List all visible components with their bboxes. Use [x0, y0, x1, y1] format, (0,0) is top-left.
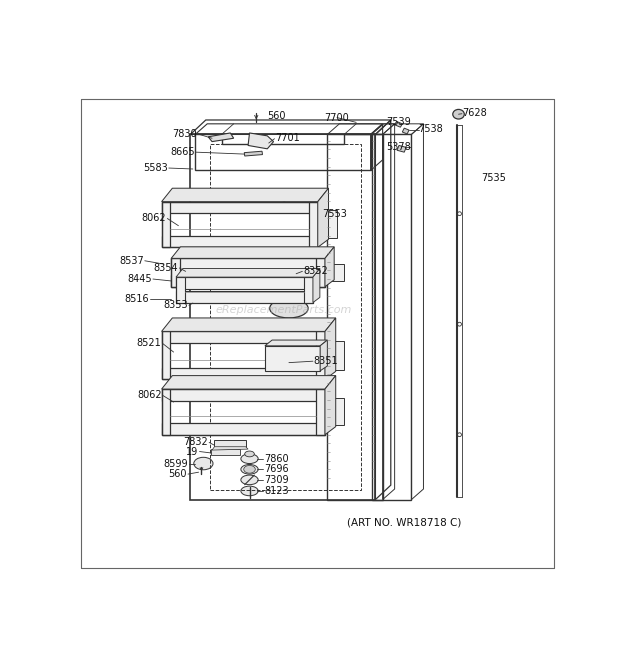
Text: 7628: 7628	[462, 108, 487, 118]
Ellipse shape	[270, 299, 308, 318]
Polygon shape	[316, 389, 325, 435]
Text: 5378: 5378	[386, 142, 410, 153]
Polygon shape	[162, 368, 325, 379]
Polygon shape	[212, 447, 248, 450]
Text: 7538: 7538	[418, 124, 443, 134]
Text: 5583: 5583	[143, 163, 168, 173]
Text: 8665: 8665	[170, 147, 195, 157]
Polygon shape	[309, 202, 317, 247]
Text: 8353: 8353	[164, 301, 188, 311]
Polygon shape	[325, 318, 335, 379]
Bar	[215, 440, 246, 447]
Bar	[326, 398, 344, 425]
Polygon shape	[208, 133, 234, 141]
Text: 8062: 8062	[142, 214, 166, 223]
Polygon shape	[176, 277, 185, 303]
Polygon shape	[176, 291, 313, 303]
Text: 8599: 8599	[164, 459, 188, 469]
Text: (ART NO. WR18718 C): (ART NO. WR18718 C)	[347, 517, 461, 527]
Text: 7553: 7553	[322, 209, 347, 219]
Polygon shape	[248, 133, 273, 149]
Text: 8445: 8445	[127, 274, 152, 284]
Polygon shape	[320, 340, 327, 371]
Text: 7860: 7860	[264, 453, 288, 464]
Polygon shape	[162, 389, 170, 435]
Polygon shape	[162, 236, 317, 247]
Polygon shape	[316, 258, 325, 287]
Polygon shape	[162, 389, 325, 401]
Ellipse shape	[245, 451, 254, 457]
Polygon shape	[162, 202, 170, 247]
Polygon shape	[162, 331, 170, 379]
Polygon shape	[162, 202, 317, 214]
Text: 8521: 8521	[137, 338, 162, 348]
Polygon shape	[162, 375, 335, 389]
Ellipse shape	[244, 465, 255, 473]
Polygon shape	[265, 346, 320, 371]
Text: 7830: 7830	[172, 129, 197, 139]
Text: 8516: 8516	[124, 294, 149, 304]
Text: 7539: 7539	[386, 118, 410, 128]
Ellipse shape	[281, 264, 286, 269]
Text: 7832: 7832	[184, 438, 208, 447]
Text: 7701: 7701	[275, 133, 300, 143]
Polygon shape	[325, 247, 334, 287]
FancyArrowPatch shape	[200, 467, 203, 471]
Polygon shape	[162, 331, 325, 343]
Polygon shape	[265, 340, 327, 346]
Ellipse shape	[194, 457, 213, 470]
Ellipse shape	[281, 202, 286, 206]
Polygon shape	[162, 423, 325, 435]
Bar	[211, 449, 240, 455]
Polygon shape	[171, 258, 180, 287]
Text: 7696: 7696	[264, 464, 288, 475]
Text: 8123: 8123	[264, 486, 288, 496]
Polygon shape	[176, 268, 320, 277]
Text: 7700: 7700	[325, 112, 349, 122]
Bar	[326, 341, 344, 370]
Ellipse shape	[241, 475, 258, 485]
Polygon shape	[304, 277, 313, 303]
Text: 560: 560	[169, 469, 187, 479]
Ellipse shape	[241, 465, 258, 474]
Polygon shape	[316, 331, 325, 379]
Polygon shape	[171, 247, 334, 258]
Text: 8354: 8354	[154, 263, 179, 273]
Text: 8062: 8062	[137, 390, 162, 401]
Ellipse shape	[281, 389, 286, 394]
Polygon shape	[402, 128, 409, 134]
Text: 8537: 8537	[119, 256, 144, 266]
Text: 7309: 7309	[264, 475, 288, 485]
Polygon shape	[171, 258, 325, 270]
Polygon shape	[176, 277, 313, 289]
Polygon shape	[394, 122, 402, 127]
Text: 8352: 8352	[303, 266, 328, 276]
Text: 8351: 8351	[313, 356, 337, 366]
Text: 19: 19	[187, 447, 198, 457]
Bar	[319, 210, 337, 238]
Polygon shape	[162, 188, 329, 202]
Bar	[326, 264, 344, 281]
Polygon shape	[244, 151, 262, 156]
Ellipse shape	[281, 327, 286, 331]
Polygon shape	[397, 145, 406, 152]
Ellipse shape	[241, 486, 258, 496]
Polygon shape	[171, 275, 325, 287]
Polygon shape	[325, 375, 335, 435]
Polygon shape	[317, 188, 329, 247]
Polygon shape	[162, 318, 335, 331]
Text: 7535: 7535	[481, 173, 506, 182]
Polygon shape	[313, 268, 320, 303]
Text: 560: 560	[267, 111, 286, 121]
Text: eReplacementParts.com: eReplacementParts.com	[216, 305, 352, 315]
Ellipse shape	[453, 110, 464, 119]
Ellipse shape	[241, 454, 258, 463]
